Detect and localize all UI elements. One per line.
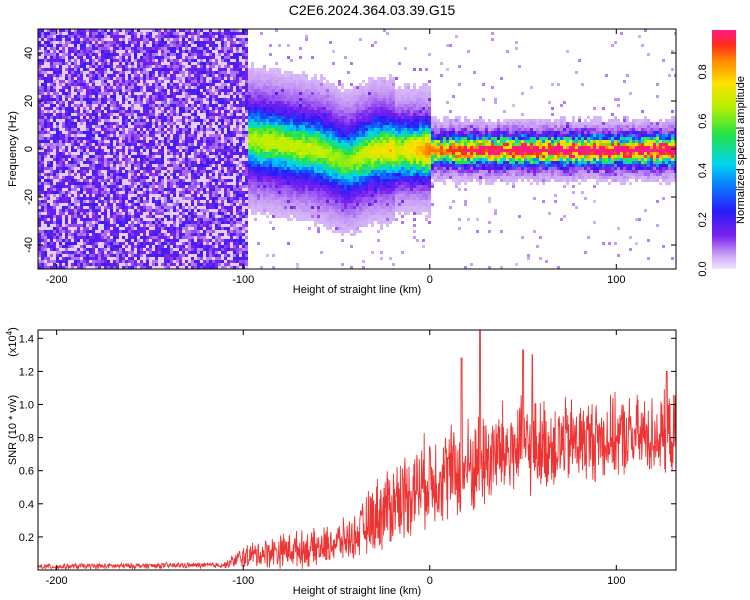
y-tick-label: 40 xyxy=(23,47,35,59)
spectrogram-x-label: Height of straight line (km) xyxy=(293,284,421,296)
colorbar-tick-label: 0.4 xyxy=(697,163,709,178)
snr-y-multiplier-exp: 4 xyxy=(5,330,14,335)
x-tick-label: 0 xyxy=(427,274,433,286)
y-tick-label: 0.8 xyxy=(19,433,34,445)
colorbar-tick-label: 0.0 xyxy=(697,261,709,276)
y-tick-label: -20 xyxy=(23,189,35,205)
y-tick-label: 1.2 xyxy=(19,366,34,378)
snr-series-line xyxy=(38,330,676,570)
x-tick-label: -100 xyxy=(232,274,254,286)
x-tick-label: 100 xyxy=(607,575,625,587)
colorbar-label: Normalized spectral amplitude xyxy=(735,76,747,224)
snr-y-axis: 0.2 0.4 0.6 0.8 1.0 1.2 1.4 xyxy=(19,333,676,544)
y-tick-label: 1.0 xyxy=(19,399,34,411)
snr-y-label: SNR (10 * v/v) xyxy=(7,395,19,465)
colorbar-ticks: 0.0 0.2 0.4 0.6 0.8 xyxy=(697,64,709,276)
colorbar xyxy=(712,30,736,269)
colorbar-tick-label: 0.2 xyxy=(697,212,709,227)
y-tick-label: 0 xyxy=(23,146,35,152)
snr-panel: -200 -100 0 100 0.2 0.4 0.6 0.8 1.0 1.2 1.4 Heigh… xyxy=(5,327,677,597)
y-tick-label: -40 xyxy=(23,237,35,253)
snr-y-multiplier-close: ) xyxy=(7,327,19,331)
spectrogram-x-axis: -200 -100 0 100 xyxy=(46,29,625,286)
figure-title: C2E6.2024.364.03.39.G15 xyxy=(289,2,456,18)
y-tick-label: 1.4 xyxy=(19,333,34,345)
snr-x-axis: -200 -100 0 100 xyxy=(46,330,625,587)
colorbar-tick-label: 0.6 xyxy=(697,114,709,129)
y-tick-label: 0.6 xyxy=(19,466,34,478)
snr-frame xyxy=(37,329,677,571)
x-tick-label: -200 xyxy=(46,575,68,587)
snr-y-multiplier-base: (x10 xyxy=(7,335,19,356)
snr-x-label: Height of straight line (km) xyxy=(293,585,421,597)
x-tick-label: 100 xyxy=(607,274,625,286)
y-tick-label: 0.2 xyxy=(19,532,34,544)
spectrogram-y-axis: -40 -20 0 20 40 xyxy=(23,47,676,253)
spectrogram-cells xyxy=(38,29,676,269)
x-tick-label: 0 xyxy=(427,575,433,587)
y-tick-label: 0.4 xyxy=(19,499,34,511)
snr-y-multiplier: (x104) xyxy=(5,327,19,357)
y-tick-label: 20 xyxy=(23,95,35,107)
colorbar-tick-label: 0.8 xyxy=(697,64,709,79)
spectrogram-y-label: Frequency (Hz) xyxy=(7,111,19,187)
x-tick-label: -100 xyxy=(232,575,254,587)
x-tick-label: -200 xyxy=(46,274,68,286)
